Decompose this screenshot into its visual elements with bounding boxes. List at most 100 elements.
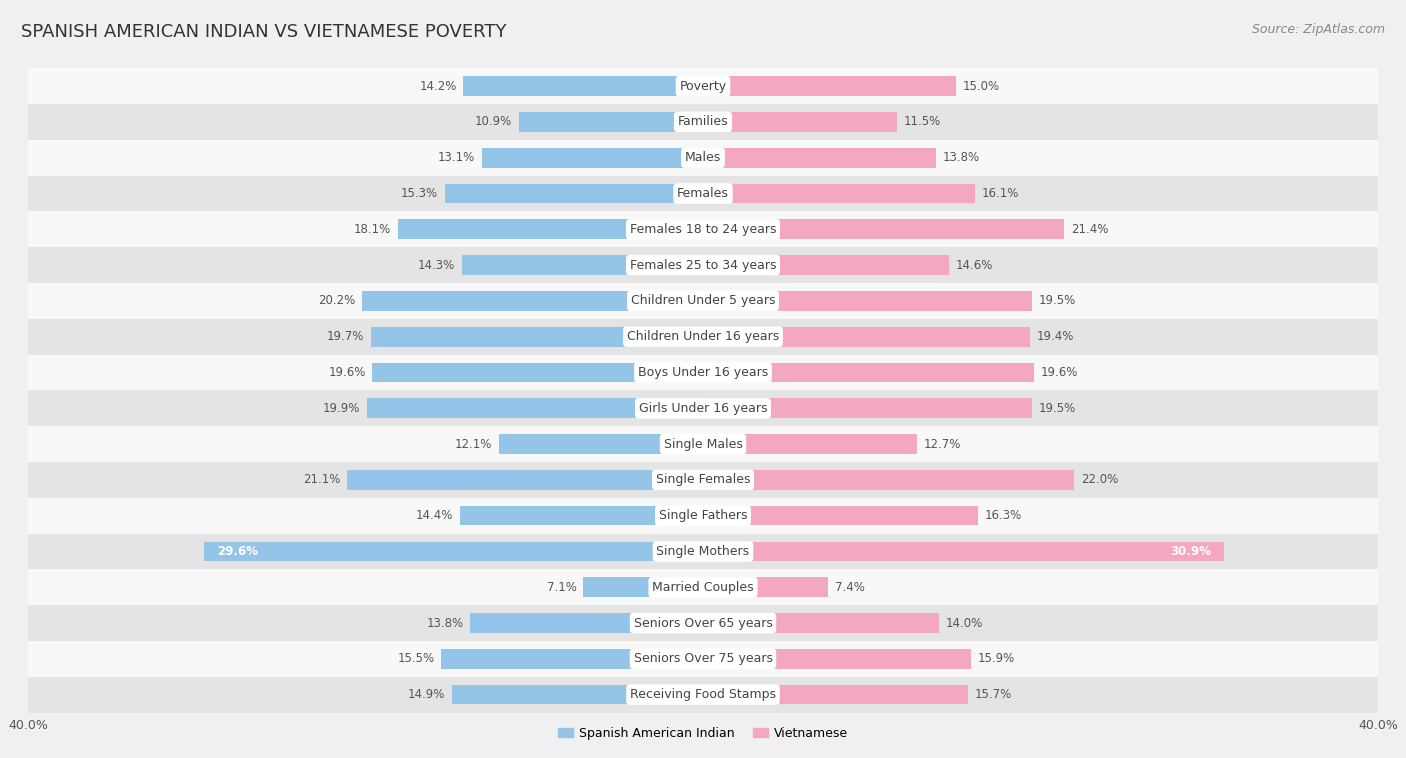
Bar: [703, 434, 917, 454]
Bar: [28, 319, 1378, 355]
Bar: [703, 542, 1225, 561]
Text: 15.7%: 15.7%: [974, 688, 1012, 701]
Text: 11.5%: 11.5%: [904, 115, 941, 128]
Text: Females 25 to 34 years: Females 25 to 34 years: [630, 258, 776, 271]
Bar: [464, 77, 703, 96]
Text: 14.4%: 14.4%: [416, 509, 453, 522]
Bar: [519, 112, 703, 132]
Text: 19.9%: 19.9%: [323, 402, 360, 415]
Bar: [703, 613, 939, 633]
Text: Females: Females: [678, 187, 728, 200]
Text: Single Mothers: Single Mothers: [657, 545, 749, 558]
Bar: [470, 613, 703, 633]
Text: Poverty: Poverty: [679, 80, 727, 92]
Text: 19.5%: 19.5%: [1039, 402, 1076, 415]
Text: Children Under 5 years: Children Under 5 years: [631, 294, 775, 308]
Text: SPANISH AMERICAN INDIAN VS VIETNAMESE POVERTY: SPANISH AMERICAN INDIAN VS VIETNAMESE PO…: [21, 23, 506, 41]
Bar: [703, 291, 1032, 311]
Bar: [444, 183, 703, 203]
Text: 16.1%: 16.1%: [981, 187, 1019, 200]
Bar: [28, 139, 1378, 176]
Bar: [482, 148, 703, 168]
Bar: [373, 362, 703, 382]
Bar: [398, 220, 703, 239]
Text: Single Females: Single Females: [655, 473, 751, 487]
Bar: [460, 506, 703, 525]
Text: 13.8%: 13.8%: [426, 616, 464, 630]
Text: 14.3%: 14.3%: [418, 258, 456, 271]
Text: Receiving Food Stamps: Receiving Food Stamps: [630, 688, 776, 701]
Text: 15.3%: 15.3%: [401, 187, 439, 200]
Text: 14.2%: 14.2%: [419, 80, 457, 92]
Bar: [204, 542, 703, 561]
Text: Single Fathers: Single Fathers: [659, 509, 747, 522]
Bar: [703, 578, 828, 597]
Text: 14.9%: 14.9%: [408, 688, 444, 701]
Text: Source: ZipAtlas.com: Source: ZipAtlas.com: [1251, 23, 1385, 36]
Bar: [367, 399, 703, 418]
Text: Males: Males: [685, 151, 721, 164]
Text: 7.4%: 7.4%: [835, 581, 865, 594]
Text: 14.6%: 14.6%: [956, 258, 994, 271]
Bar: [28, 534, 1378, 569]
Text: 18.1%: 18.1%: [354, 223, 391, 236]
Bar: [28, 247, 1378, 283]
Text: 10.9%: 10.9%: [475, 115, 512, 128]
Bar: [441, 649, 703, 669]
Bar: [703, 220, 1064, 239]
Bar: [703, 183, 974, 203]
Text: 15.0%: 15.0%: [963, 80, 1000, 92]
Text: Boys Under 16 years: Boys Under 16 years: [638, 366, 768, 379]
Bar: [28, 390, 1378, 426]
Text: Single Males: Single Males: [664, 437, 742, 450]
Bar: [28, 68, 1378, 104]
Bar: [703, 684, 967, 704]
Text: 13.8%: 13.8%: [942, 151, 980, 164]
Bar: [703, 506, 979, 525]
Text: 7.1%: 7.1%: [547, 581, 576, 594]
Bar: [451, 684, 703, 704]
Text: 12.7%: 12.7%: [924, 437, 962, 450]
Bar: [703, 399, 1032, 418]
Text: 19.6%: 19.6%: [328, 366, 366, 379]
Legend: Spanish American Indian, Vietnamese: Spanish American Indian, Vietnamese: [553, 722, 853, 745]
Bar: [28, 569, 1378, 605]
Text: 20.2%: 20.2%: [318, 294, 356, 308]
Text: Seniors Over 65 years: Seniors Over 65 years: [634, 616, 772, 630]
Bar: [28, 498, 1378, 534]
Text: 15.9%: 15.9%: [979, 653, 1015, 666]
Bar: [28, 211, 1378, 247]
Bar: [703, 327, 1031, 346]
Bar: [371, 327, 703, 346]
Text: 19.5%: 19.5%: [1039, 294, 1076, 308]
Text: Married Couples: Married Couples: [652, 581, 754, 594]
Text: 13.1%: 13.1%: [439, 151, 475, 164]
Bar: [28, 641, 1378, 677]
Bar: [703, 112, 897, 132]
Bar: [363, 291, 703, 311]
Bar: [703, 148, 936, 168]
Bar: [28, 283, 1378, 319]
Text: 22.0%: 22.0%: [1081, 473, 1118, 487]
Text: Females 18 to 24 years: Females 18 to 24 years: [630, 223, 776, 236]
Text: Girls Under 16 years: Girls Under 16 years: [638, 402, 768, 415]
Text: Children Under 16 years: Children Under 16 years: [627, 330, 779, 343]
Text: 14.0%: 14.0%: [946, 616, 983, 630]
Text: 12.1%: 12.1%: [454, 437, 492, 450]
Text: 21.4%: 21.4%: [1071, 223, 1108, 236]
Text: 19.4%: 19.4%: [1038, 330, 1074, 343]
Text: 15.5%: 15.5%: [398, 653, 434, 666]
Text: 19.6%: 19.6%: [1040, 366, 1078, 379]
Text: 16.3%: 16.3%: [984, 509, 1022, 522]
Bar: [28, 355, 1378, 390]
Bar: [703, 649, 972, 669]
Text: 30.9%: 30.9%: [1170, 545, 1211, 558]
Bar: [28, 104, 1378, 139]
Bar: [28, 426, 1378, 462]
Bar: [28, 176, 1378, 211]
Bar: [703, 77, 956, 96]
Bar: [28, 462, 1378, 498]
Bar: [499, 434, 703, 454]
Text: 21.1%: 21.1%: [302, 473, 340, 487]
Bar: [28, 605, 1378, 641]
